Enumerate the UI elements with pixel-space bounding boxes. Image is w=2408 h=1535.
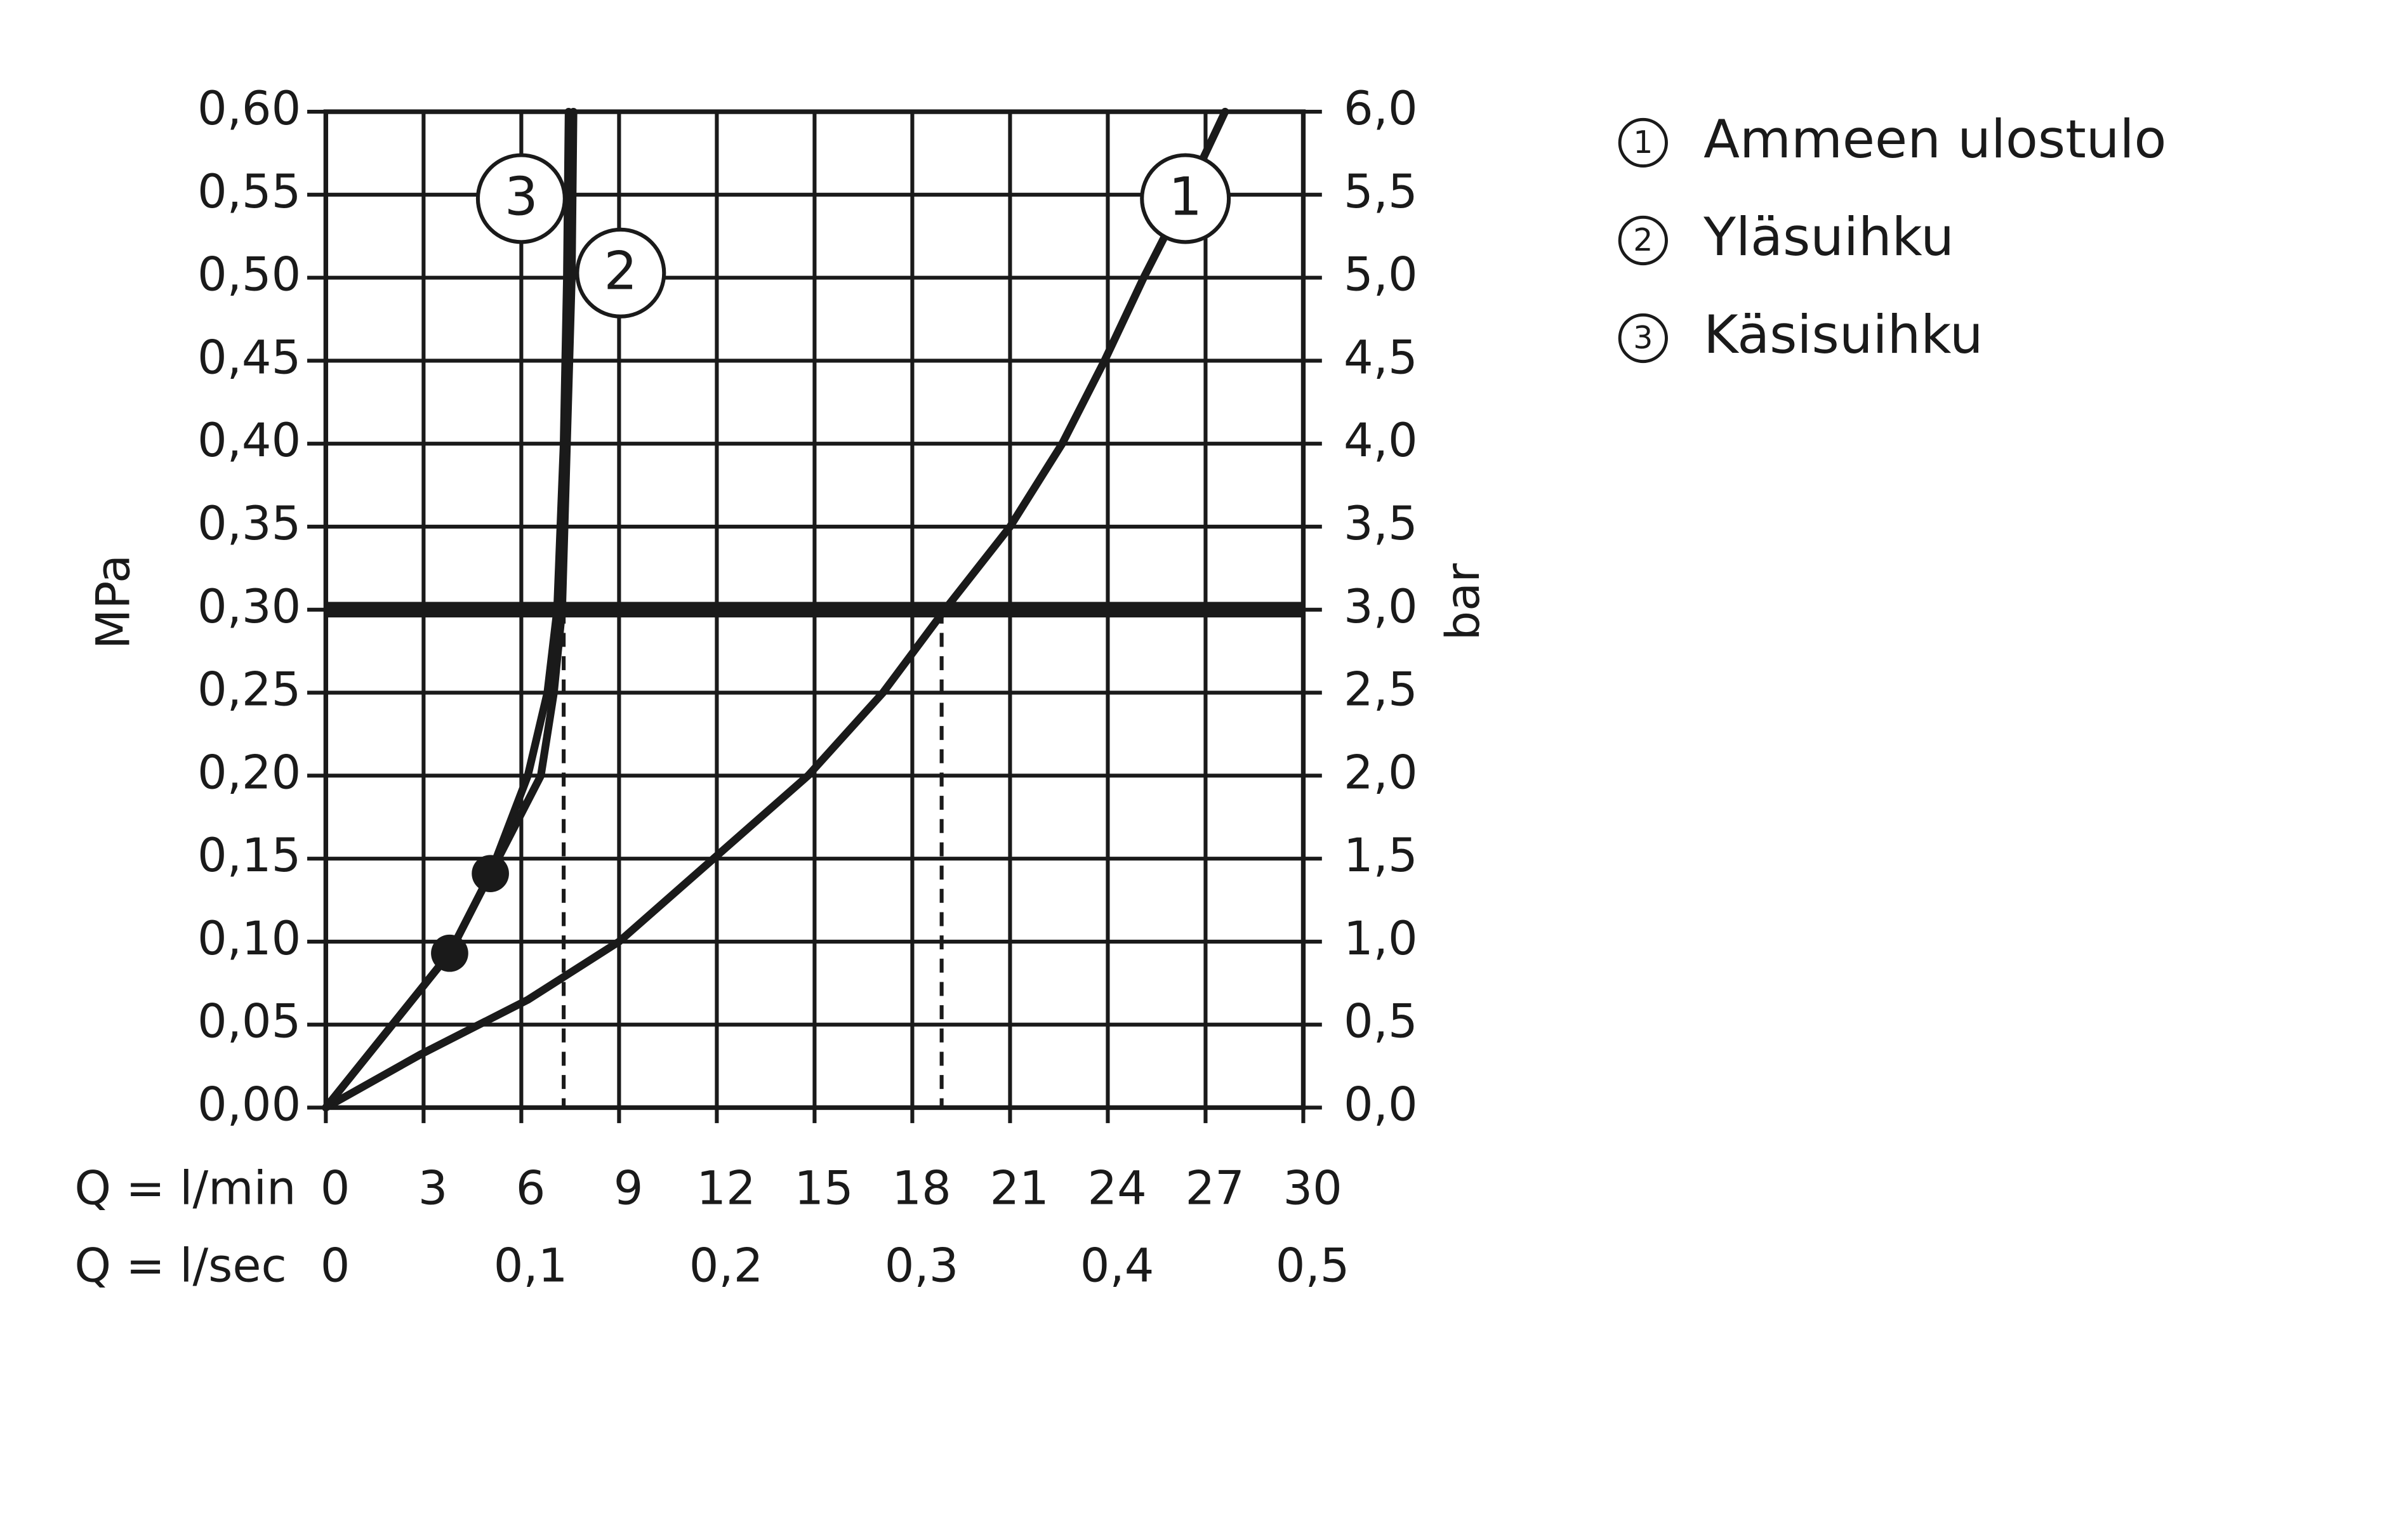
x-tick-label: 27 — [1185, 1161, 1244, 1215]
series-label-circle — [1140, 153, 1231, 244]
y2-tick-label: 5,0 — [1344, 248, 1418, 302]
series-label-circle — [575, 227, 666, 319]
y-tick-label: 0,40 — [197, 414, 301, 468]
marker — [431, 934, 468, 972]
legend-number: 1 — [1633, 124, 1653, 161]
x-tick-label: 9 — [614, 1161, 644, 1215]
y-tick-label: 0,30 — [197, 580, 301, 634]
y-tick-label: 0,15 — [197, 829, 301, 883]
x2-tick-label: 0,2 — [689, 1239, 764, 1293]
y2-tick-label: 2,5 — [1344, 663, 1418, 717]
y-tick-label: 0,35 — [197, 497, 301, 551]
series-label-circle — [475, 153, 567, 244]
marker — [472, 855, 509, 892]
legend-circle — [1618, 215, 1668, 266]
x-tick-label: 30 — [1283, 1161, 1342, 1215]
series-label: 2 — [604, 240, 637, 302]
y2-tick-label: 3,0 — [1344, 580, 1418, 634]
x2-tick-label: 0 — [321, 1239, 350, 1293]
y-tick-label: 0,20 — [197, 746, 301, 800]
x-tick-label: 21 — [989, 1161, 1049, 1215]
y2-tick-label: 1,5 — [1344, 829, 1418, 883]
y-tick-label: 0,55 — [197, 165, 301, 219]
legend-label: Käsisuihku — [1703, 304, 1983, 366]
legend-number: 3 — [1633, 320, 1653, 356]
series-line — [322, 107, 573, 1112]
x-tick-label: 18 — [892, 1161, 951, 1215]
y-tick-label: 0,00 — [197, 1077, 301, 1131]
y2-tick-label: 0,0 — [1344, 1077, 1418, 1131]
x2-tick-label: 0,1 — [494, 1239, 568, 1293]
y2-tick-label: 0,5 — [1344, 995, 1418, 1049]
y-tick-label: 0,05 — [197, 995, 301, 1049]
y2-axis-label: bar — [1436, 563, 1490, 640]
y2-tick-label: 3,5 — [1344, 497, 1418, 551]
y-tick-label: 0,50 — [197, 248, 301, 302]
x-axis-label: Q = l/min — [74, 1161, 296, 1215]
x-tick-label: 24 — [1087, 1161, 1146, 1215]
y2-tick-label: 2,0 — [1344, 746, 1418, 800]
y2-tick-label: 6,0 — [1344, 82, 1418, 136]
x2-tick-label: 0,3 — [885, 1239, 959, 1293]
legend-number: 2 — [1633, 222, 1653, 258]
x-tick-label: 0 — [321, 1161, 350, 1215]
y-tick-label: 0,25 — [197, 663, 301, 717]
x-tick-label: 3 — [418, 1161, 448, 1215]
legend-label: Ammeen ulostulo — [1703, 109, 2166, 170]
legend-label: Yläsuihku — [1703, 206, 1954, 268]
legend-circle — [1618, 313, 1668, 364]
x-tick-label: 15 — [794, 1161, 853, 1215]
y-tick-label: 0,45 — [197, 331, 301, 385]
x-tick-label: 12 — [696, 1161, 755, 1215]
series-label: 1 — [1168, 166, 1202, 227]
y-tick-label: 0,10 — [197, 912, 301, 966]
y2-tick-label: 4,0 — [1344, 414, 1418, 468]
x2-axis-label: Q = l/sec — [74, 1239, 286, 1293]
y2-tick-label: 1,0 — [1344, 912, 1418, 966]
series-line — [322, 107, 1229, 1112]
legend-circle — [1618, 117, 1668, 168]
y-axis-label: MPa — [86, 555, 140, 649]
y-tick-label: 0,60 — [197, 82, 301, 136]
x2-tick-label: 0,4 — [1080, 1239, 1154, 1293]
y2-tick-label: 5,5 — [1344, 165, 1418, 219]
x2-tick-label: 0,5 — [1276, 1239, 1350, 1293]
x-tick-label: 6 — [516, 1161, 546, 1215]
series-label: 3 — [505, 166, 538, 227]
y2-tick-label: 4,5 — [1344, 331, 1418, 385]
